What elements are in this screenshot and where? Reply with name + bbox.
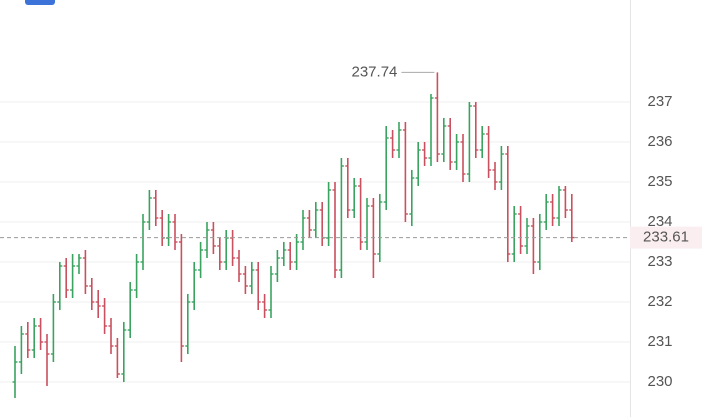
max-label: 237.74 bbox=[352, 63, 398, 80]
last-price-box bbox=[630, 226, 702, 249]
y-tick-label: 235 bbox=[647, 173, 672, 190]
y-tick-label: 230 bbox=[647, 373, 672, 390]
y-tick-label: 236 bbox=[647, 133, 672, 150]
y-tick-label: 233 bbox=[647, 253, 672, 270]
toolbar-button[interactable] bbox=[25, 0, 55, 5]
y-tick-label: 237 bbox=[647, 93, 672, 110]
y-tick-label: 234 bbox=[647, 213, 672, 230]
y-tick-label: 231 bbox=[647, 333, 672, 350]
y-tick-label: 232 bbox=[647, 293, 672, 310]
last-price-label: 233.61 bbox=[643, 229, 689, 246]
